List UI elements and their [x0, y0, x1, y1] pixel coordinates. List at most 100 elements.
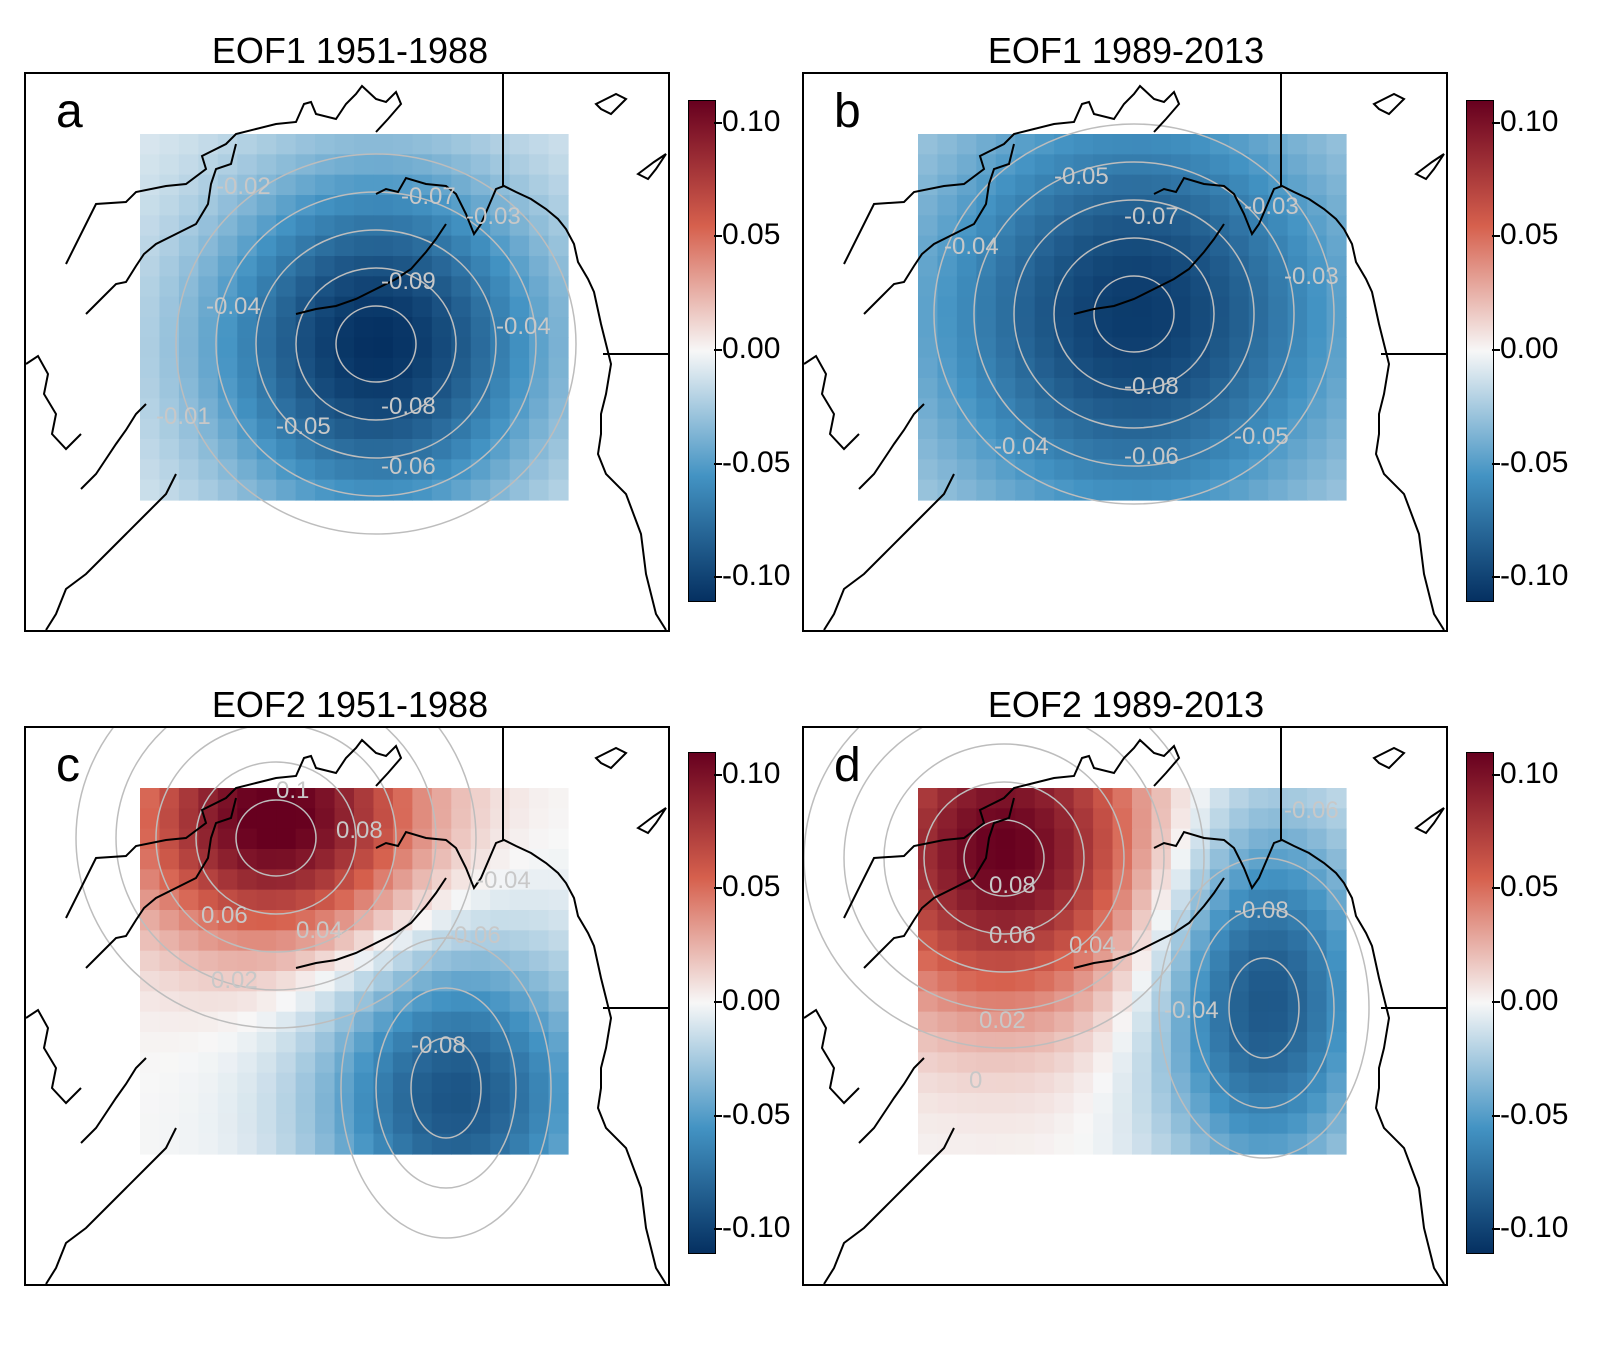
field-cell — [529, 910, 550, 931]
field-cell — [1093, 276, 1114, 298]
colorbar-a-tick-mark — [714, 121, 722, 124]
field-cell — [1229, 991, 1250, 1013]
field-cell — [937, 418, 958, 440]
contour-line — [843, 728, 1165, 1011]
field-cell — [392, 154, 413, 176]
field-cell — [412, 1032, 433, 1053]
field-cell — [1248, 174, 1269, 196]
field-cell — [956, 174, 977, 196]
field-cell — [490, 910, 511, 931]
field-cell — [1287, 828, 1308, 850]
field-cell — [1034, 930, 1055, 952]
field-cell — [315, 256, 336, 277]
field-cell — [217, 849, 238, 870]
field-cell — [392, 276, 413, 298]
field-cell — [918, 1133, 939, 1155]
field-cell — [1151, 296, 1172, 318]
field-cell — [451, 889, 472, 911]
field-cell — [1248, 296, 1269, 318]
field-cell — [451, 1072, 472, 1094]
coastline — [1414, 807, 1445, 835]
field-cell — [1287, 971, 1308, 992]
field-cell — [490, 1052, 511, 1074]
field-cell — [1132, 889, 1153, 911]
contour-line — [1093, 275, 1175, 353]
field-cell — [548, 357, 569, 379]
field-cell — [1229, 317, 1250, 338]
field-cell — [276, 849, 297, 870]
field-cell — [995, 869, 1016, 891]
contour-label: -0.04 — [476, 867, 531, 894]
field-cell — [1112, 1052, 1133, 1074]
field-cell — [1015, 869, 1036, 891]
field-cell — [237, 337, 258, 359]
field-cell — [918, 971, 939, 992]
field-cell — [918, 1011, 939, 1033]
field-cell — [140, 1093, 161, 1114]
field-cell — [995, 256, 1016, 277]
field-cell — [1132, 154, 1153, 176]
field-cell — [1190, 418, 1211, 440]
field-cell — [295, 439, 316, 460]
field-cell — [937, 869, 958, 891]
field-cell — [237, 930, 258, 952]
field-cell — [918, 174, 939, 196]
contour-label: -0.04 — [1164, 997, 1219, 1024]
field-cell — [995, 991, 1016, 1013]
field-cell — [470, 910, 491, 931]
field-cell — [1015, 439, 1036, 460]
field-cell — [1229, 828, 1250, 850]
field-cell — [1112, 808, 1133, 830]
field-cell — [490, 195, 511, 216]
field-cell — [1229, 1113, 1250, 1135]
field-cell — [918, 1072, 939, 1094]
field-cell — [373, 1011, 394, 1033]
field-cell — [373, 991, 394, 1013]
field-cell — [217, 828, 238, 850]
field-cell — [1073, 971, 1094, 992]
field-cell — [256, 439, 277, 460]
field-cell — [334, 215, 355, 237]
field-cell — [529, 1093, 550, 1114]
field-cell — [956, 1113, 977, 1135]
field-cell — [451, 808, 472, 830]
field-cell — [1132, 991, 1153, 1013]
field-cell — [490, 849, 511, 870]
field-cell — [431, 788, 452, 809]
colorbar-d-tick-label: 0.10 — [1500, 756, 1559, 790]
field-cell — [295, 1052, 316, 1074]
field-cell — [1307, 1133, 1328, 1155]
field-cell — [918, 1093, 939, 1114]
field-cell — [334, 479, 355, 501]
field-cell — [276, 378, 297, 399]
field-cell — [237, 154, 258, 176]
field-cell — [431, 991, 452, 1013]
field-cell — [976, 869, 997, 891]
field-cell — [373, 1093, 394, 1114]
field-cell — [354, 1011, 375, 1033]
field-cell — [1248, 808, 1269, 830]
field-cell — [548, 1093, 569, 1114]
field-cell — [1054, 930, 1075, 952]
contour-label: 0.08 — [336, 817, 383, 844]
field-cell — [373, 276, 394, 298]
field-cell — [918, 930, 939, 952]
field-cell — [1151, 195, 1172, 216]
field-cell — [509, 337, 530, 359]
field-cell — [918, 889, 939, 911]
field-cell — [392, 1011, 413, 1033]
field-cell — [470, 398, 491, 420]
field-cell — [918, 235, 939, 257]
field-cell — [276, 1072, 297, 1094]
coastline — [65, 738, 403, 919]
field-cell — [1112, 991, 1133, 1013]
coastline — [85, 797, 237, 969]
field-cell — [315, 828, 336, 850]
field-cell — [490, 256, 511, 277]
field-cell — [1307, 357, 1328, 379]
field-cell — [995, 134, 1016, 155]
field-cell — [937, 910, 958, 931]
field-cell — [995, 215, 1016, 237]
field-cell — [490, 134, 511, 155]
field-cell — [295, 398, 316, 420]
